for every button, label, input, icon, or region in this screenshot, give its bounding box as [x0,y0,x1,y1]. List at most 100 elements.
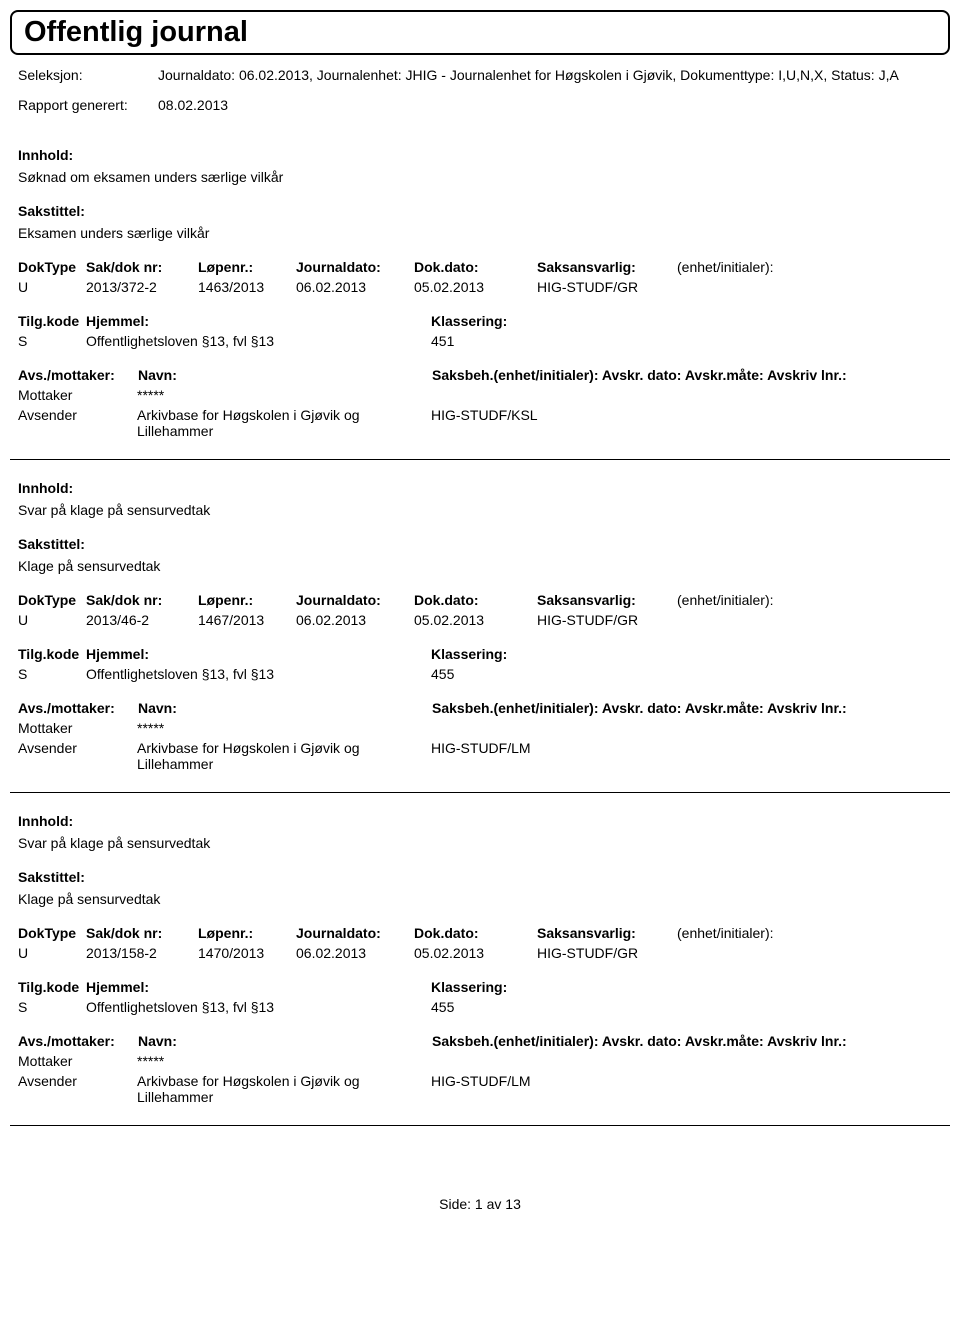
col-sakdok-value: 2013/158-2 [86,945,198,961]
col-enhet-header: (enhet/initialer): [677,259,942,275]
avs-header-row: Avs./mottaker: Navn: Saksbeh.(enhet/init… [18,1033,942,1049]
hjemmel-value: Offentlighetsloven §13, fvl §13 [86,999,431,1015]
tilg-s-value: S [18,333,86,349]
sakstittel-value: Klage på sensurvedtak [18,891,942,907]
col-journaldato-value: 06.02.2013 [296,279,414,295]
avsender-code: HIG-STUDF/LM [431,1073,531,1105]
sakstittel-label: Sakstittel: [18,869,942,885]
avsmottaker-header: Avs./mottaker: [18,367,138,383]
seleksjon-value: Journaldato: 06.02.2013, Journalenhet: J… [158,67,950,83]
mottaker-value: ***** [137,720,164,736]
rapport-label: Rapport generert: [18,97,158,113]
avsender-label: Avsender [18,740,137,772]
page-footer: Side: 1 av 13 [10,1196,950,1212]
hjemmel-header: Hjemmel: [86,313,431,329]
klassering-header: Klassering: [431,979,507,995]
klassering-value: 455 [431,666,454,682]
col-lopenr-header: Løpenr.: [198,592,296,608]
innhold-label: Innhold: [18,480,942,496]
tilg-s-value: S [18,999,86,1015]
mottaker-value: ***** [137,387,164,403]
col-dokdato-header: Dok.dato: [414,592,537,608]
col-lopenr-header: Løpenr.: [198,925,296,941]
col-doktype-header: DokType [18,259,86,275]
rapport-value: 08.02.2013 [158,97,950,113]
hjemmel-value: Offentlighetsloven §13, fvl §13 [86,666,431,682]
col-sakdok-header: Sak/dok nr: [86,259,198,275]
mottaker-label: Mottaker [18,387,137,403]
avsender-row: Avsender Arkivbase for Høgskolen i Gjøvi… [18,1073,942,1105]
col-saksansvarlig-header: Saksansvarlig: [537,592,677,608]
innhold-value: Svar på klage på sensurvedtak [18,502,942,518]
col-lopenr-value: 1467/2013 [198,612,296,628]
mottaker-label: Mottaker [18,720,137,736]
columns-header-row: DokType Sak/dok nr: Løpenr.: Journaldato… [18,592,942,608]
col-saksansvarlig-value: HIG-STUDF/GR [537,279,677,295]
journal-entry: Innhold: Svar på klage på sensurvedtak S… [10,793,950,1126]
col-saksansvarlig-value: HIG-STUDF/GR [537,612,677,628]
col-sakdok-value: 2013/46-2 [86,612,198,628]
columns-header-row: DokType Sak/dok nr: Løpenr.: Journaldato… [18,925,942,941]
hjemmel-value: Offentlighetsloven §13, fvl §13 [86,333,431,349]
col-sakdok-value: 2013/372-2 [86,279,198,295]
klassering-header: Klassering: [431,646,507,662]
avsmottaker-header: Avs./mottaker: [18,700,138,716]
avs-header-row: Avs./mottaker: Navn: Saksbeh.(enhet/init… [18,700,942,716]
sakstittel-value: Klage på sensurvedtak [18,558,942,574]
tilg-header-row: Tilg.kode Hjemmel: Klassering: [18,313,942,329]
seleksjon-label: Seleksjon: [18,67,158,83]
avsender-row: Avsender Arkivbase for Høgskolen i Gjøvi… [18,407,942,439]
mottaker-row: Mottaker ***** [18,1053,942,1069]
journal-entry: Innhold: Søknad om eksamen unders særlig… [10,127,950,460]
col-lopenr-header: Løpenr.: [198,259,296,275]
tilgkode-header: Tilg.kode [18,313,86,329]
col-saksansvarlig-header: Saksansvarlig: [537,259,677,275]
klassering-value: 455 [431,999,454,1015]
mottaker-value: ***** [137,1053,164,1069]
col-dokdato-value: 05.02.2013 [414,612,537,628]
avsender-value: Arkivbase for Høgskolen i Gjøvik og Lill… [137,407,431,439]
innhold-label: Innhold: [18,147,942,163]
klassering-header: Klassering: [431,313,507,329]
saksbeh-header: Saksbeh.(enhet/initialer): Avskr. dato: … [432,367,942,383]
tilg-header-row: Tilg.kode Hjemmel: Klassering: [18,646,942,662]
klassering-value: 451 [431,333,454,349]
sakstittel-label: Sakstittel: [18,203,942,219]
avsmottaker-header: Avs./mottaker: [18,1033,138,1049]
columns-values-row: U 2013/46-2 1467/2013 06.02.2013 05.02.2… [18,612,942,628]
col-doktype-value: U [18,612,86,628]
col-enhet-header: (enhet/initialer): [677,925,942,941]
col-enhet-value [677,945,942,961]
columns-values-row: U 2013/372-2 1463/2013 06.02.2013 05.02.… [18,279,942,295]
tilg-values-row: S Offentlighetsloven §13, fvl §13 451 [18,333,942,349]
sakstittel-label: Sakstittel: [18,536,942,552]
tilg-values-row: S Offentlighetsloven §13, fvl §13 455 [18,999,942,1015]
col-lopenr-value: 1463/2013 [198,279,296,295]
col-saksansvarlig-header: Saksansvarlig: [537,925,677,941]
col-enhet-value [677,612,942,628]
navn-header: Navn: [138,700,432,716]
hjemmel-header: Hjemmel: [86,979,431,995]
sakstittel-value: Eksamen unders særlige vilkår [18,225,942,241]
col-enhet-header: (enhet/initialer): [677,592,942,608]
mottaker-label: Mottaker [18,1053,137,1069]
col-enhet-value [677,279,942,295]
avsender-row: Avsender Arkivbase for Høgskolen i Gjøvi… [18,740,942,772]
col-dokdato-value: 05.02.2013 [414,279,537,295]
meta-section: Seleksjon: Journaldato: 06.02.2013, Jour… [10,67,950,113]
avs-header-row: Avs./mottaker: Navn: Saksbeh.(enhet/init… [18,367,942,383]
col-doktype-value: U [18,945,86,961]
col-lopenr-value: 1470/2013 [198,945,296,961]
navn-header: Navn: [138,367,432,383]
col-doktype-value: U [18,279,86,295]
tilg-s-value: S [18,666,86,682]
col-sakdok-header: Sak/dok nr: [86,592,198,608]
innhold-value: Svar på klage på sensurvedtak [18,835,942,851]
page-header-box: Offentlig journal [10,10,950,55]
col-journaldato-header: Journaldato: [296,259,414,275]
col-dokdato-value: 05.02.2013 [414,945,537,961]
col-journaldato-header: Journaldato: [296,925,414,941]
columns-header-row: DokType Sak/dok nr: Løpenr.: Journaldato… [18,259,942,275]
journal-entry: Innhold: Svar på klage på sensurvedtak S… [10,460,950,793]
saksbeh-header: Saksbeh.(enhet/initialer): Avskr. dato: … [432,1033,942,1049]
